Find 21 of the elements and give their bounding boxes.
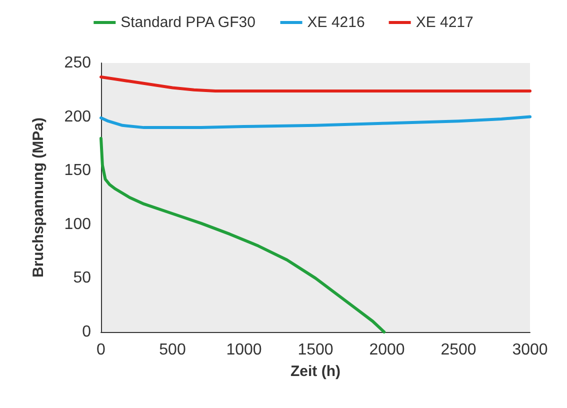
x-tick-label: 0 <box>96 342 106 358</box>
line-series <box>100 136 386 334</box>
legend-label: XE 4216 <box>307 14 365 31</box>
legend-label: Standard PPA GF30 <box>120 14 256 31</box>
y-tick-label: 50 <box>73 270 92 287</box>
y-axis-title: Bruchspannung (MPa) <box>30 118 47 278</box>
y-tick-label: 200 <box>64 108 92 126</box>
y-tick-label: 0 <box>82 324 92 340</box>
y-tick-label: 150 <box>64 162 92 180</box>
x-axis-title: Zeit (h) <box>290 363 340 380</box>
x-tick-label: 1500 <box>298 342 334 358</box>
y-tick-label: 100 <box>64 216 92 233</box>
x-tick-label: 500 <box>159 342 186 358</box>
line-series <box>100 115 532 130</box>
x-tick-label: 2500 <box>440 342 476 358</box>
x-tick-label: 2000 <box>369 342 405 358</box>
legend-label: XE 4217 <box>416 14 474 31</box>
line-series <box>100 75 532 92</box>
y-tick-label: 250 <box>64 54 92 72</box>
x-tick-label: 1000 <box>226 342 262 358</box>
x-tick-label: 3000 <box>512 342 548 358</box>
